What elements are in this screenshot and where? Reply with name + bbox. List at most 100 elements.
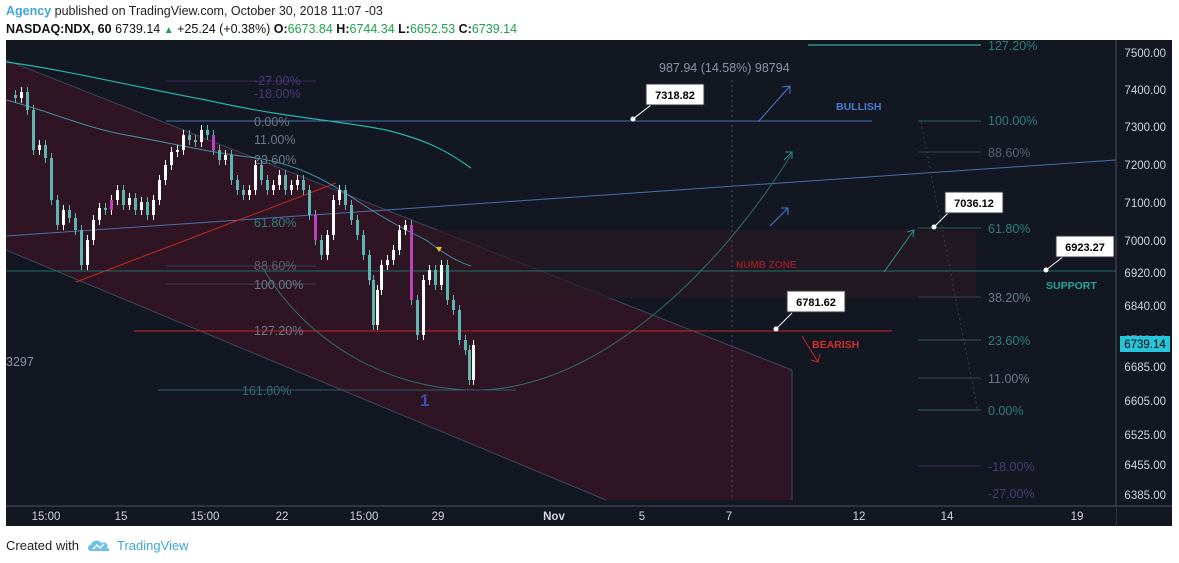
- fib-right-label: -27.00%: [988, 487, 1035, 501]
- candle-body: [104, 208, 107, 210]
- candle-body: [356, 220, 359, 235]
- candle-body: [116, 190, 119, 200]
- price-chart[interactable]: NUMB ZONE -27.00% -18.00% 0.00% 11.00% 2…: [6, 40, 1172, 526]
- arrow-up-icon: [783, 151, 793, 161]
- candle-body: [164, 165, 167, 180]
- price-tick-label: 6840.00: [1124, 301, 1166, 313]
- candle-body: [110, 200, 113, 210]
- high-value: 6744.34: [349, 22, 395, 36]
- candle-body: [290, 185, 293, 190]
- candle-body: [372, 280, 375, 325]
- candle-body: [428, 270, 431, 280]
- price-tick-label: 7100.00: [1124, 198, 1166, 210]
- price-tick-label: 6455.00: [1124, 460, 1166, 472]
- callout-value: 7318.82: [655, 90, 695, 102]
- time-tick-label: 7: [726, 511, 732, 523]
- bullish-label: BULLISH: [836, 101, 882, 113]
- numb-zone-box: [396, 230, 976, 298]
- candle-body: [224, 155, 227, 160]
- left-value-label: 3297: [6, 355, 34, 369]
- candle-body: [194, 140, 197, 142]
- bearish-label: BEARISH: [812, 339, 859, 351]
- price-axis-labels: 7500.00 7400.00 7300.00 7200.00 7100.00 7000.…: [1124, 48, 1166, 502]
- fib-right-label: -18.00%: [988, 460, 1035, 474]
- time-axis-labels: 15:00 15 15:00 22 15:00 29 Nov 5 7 12 14 19: [32, 511, 1084, 523]
- author-name[interactable]: Agency: [6, 4, 52, 18]
- candle-body: [182, 135, 185, 150]
- candle-body: [326, 235, 329, 255]
- candle-body: [44, 145, 47, 158]
- measure-label: 987.94 (14.58%) 98794: [659, 61, 790, 75]
- ma-short: [6, 99, 472, 267]
- candle-body: [140, 202, 143, 210]
- candle-body: [260, 165, 263, 180]
- candle-body: [242, 190, 245, 195]
- close-value: 6739.14: [471, 22, 518, 36]
- wave-label: 1: [420, 391, 429, 410]
- candle-body: [434, 270, 437, 285]
- candle-body: [302, 180, 305, 190]
- fib-left-label: 0.00%: [254, 115, 289, 129]
- fib-right-label: 0.00%: [988, 404, 1023, 418]
- candle-body: [158, 180, 161, 200]
- publish-info: Agency published on TradingView.com, Oct…: [6, 4, 383, 18]
- fib-left-label: -18.00%: [254, 87, 301, 101]
- candle-body: [122, 190, 125, 205]
- time-tick-label: 19: [1071, 511, 1084, 523]
- candle-body: [458, 310, 461, 340]
- candle-body: [368, 255, 371, 280]
- candle-body: [188, 135, 191, 140]
- fib-right-label: 11.00%: [988, 372, 1029, 386]
- signal-marker-icon: [436, 247, 442, 252]
- arrow-up-icon: [769, 207, 789, 227]
- candle-body: [170, 152, 173, 165]
- close-label: C:: [458, 22, 472, 36]
- symbol-label: NASDAQ:NDX, 60: [6, 22, 112, 36]
- candle-body: [422, 280, 425, 335]
- price-tick-label: 6920.00: [1124, 268, 1166, 280]
- fib-right-label: 23.60%: [988, 334, 1030, 348]
- low-label: L:: [398, 22, 410, 36]
- candle-body: [56, 200, 59, 225]
- fib-left-label: 127.20%: [254, 324, 303, 338]
- candle-body: [38, 145, 41, 150]
- candle-body: [254, 165, 257, 190]
- candle-body: [464, 340, 467, 350]
- time-tick-label: 15:00: [191, 511, 220, 523]
- candle-body: [152, 200, 155, 215]
- price-tick-label: 6605.00: [1124, 396, 1166, 408]
- candle-body: [128, 198, 131, 205]
- tradingview-link[interactable]: TradingView: [116, 538, 189, 553]
- time-tick-label: 5: [639, 511, 645, 523]
- current-price-text: 6739.14: [1124, 339, 1166, 351]
- candle-body: [392, 250, 395, 260]
- fib-left: -27.00% -18.00% 0.00% 11.00% 23.60% 61.8…: [158, 74, 516, 398]
- candle-body: [266, 180, 269, 190]
- candle-body: [80, 230, 83, 265]
- candle-body: [92, 220, 95, 240]
- time-axis[interactable]: [6, 506, 1116, 526]
- channel-lower: [6, 249, 607, 501]
- candle-body: [50, 158, 53, 200]
- callout-value: 7036.12: [954, 198, 994, 210]
- candle-body: [332, 200, 335, 235]
- channel-upper: [6, 59, 793, 371]
- candle-body: [416, 300, 419, 335]
- up-triangle-icon: ▲: [163, 25, 174, 36]
- tradingview-cloud-icon: [87, 540, 110, 551]
- candle-body: [380, 265, 383, 290]
- arrows: [757, 85, 915, 363]
- high-label: H:: [336, 22, 350, 36]
- candle-body: [272, 185, 275, 190]
- candle-body: [468, 350, 471, 380]
- candle-body: [376, 290, 379, 325]
- candle-body: [14, 95, 17, 98]
- candle-body: [440, 265, 443, 285]
- time-tick-label: 15:00: [350, 511, 379, 523]
- price-axis[interactable]: [1116, 40, 1172, 526]
- candle-body: [98, 208, 101, 220]
- fib-right-label: 100.00%: [988, 114, 1037, 128]
- callout-7318: 7318.82: [630, 83, 705, 122]
- time-tick-label: Nov: [543, 511, 565, 523]
- arrow-up-icon: [757, 85, 791, 123]
